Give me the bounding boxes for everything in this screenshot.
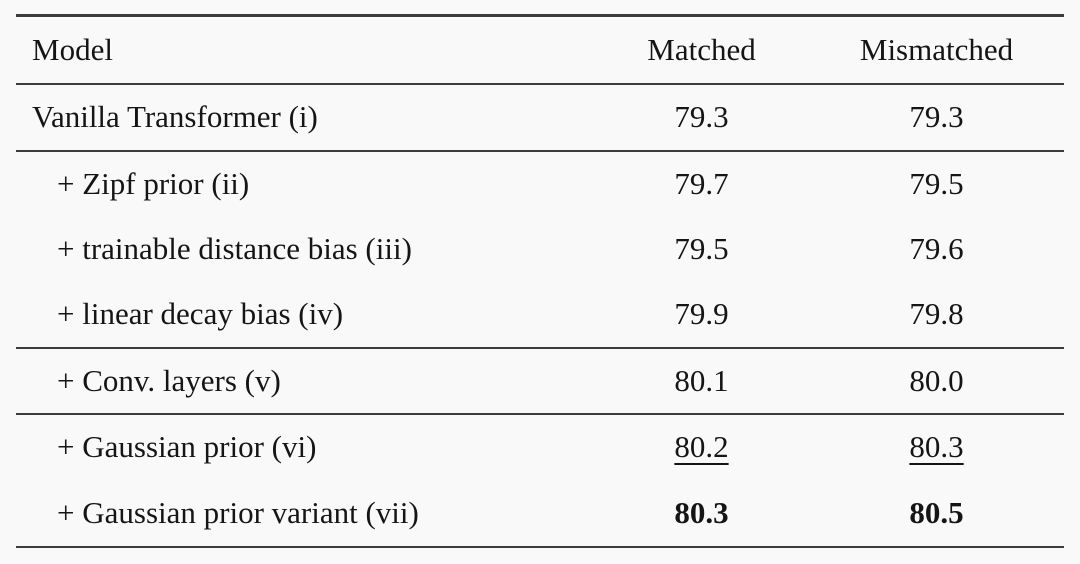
matched-value: 79.7 [674, 166, 729, 201]
mismatched-value: 79.8 [909, 296, 964, 331]
table-row-gaussian-prior-variant: + Gaussian prior variant (vii) 80.3 80.5 [16, 480, 1064, 546]
mismatched-value-underlined: 80.3 [909, 429, 964, 465]
mismatched-value: 80.0 [909, 362, 964, 398]
table-row-gaussian-prior: + Gaussian prior (vi) 80.2 80.3 [16, 415, 1064, 481]
mismatched-value: 79.6 [909, 231, 964, 266]
table-row-zipf-prior: + Zipf prior (ii) 79.7 79.5 [16, 152, 1064, 217]
model-cell: + Gaussian prior variant (vii) [57, 494, 419, 530]
matched-value: 80.1 [674, 362, 729, 398]
header-row: Model Matched Mismatched [16, 17, 1064, 83]
model-cell: + Zipf prior (ii) [57, 166, 250, 201]
model-cell: Vanilla Transformer (i) [32, 99, 318, 134]
mismatched-value: 79.3 [909, 99, 964, 134]
table-row-vanilla-transformer: Vanilla Transformer (i) 79.3 79.3 [16, 85, 1064, 150]
model-cell: + Conv. layers (v) [57, 362, 281, 398]
model-cell: + Gaussian prior (vi) [57, 429, 317, 465]
model-cell: + linear decay bias (iv) [57, 296, 344, 331]
matched-value: 79.5 [674, 231, 729, 266]
table-row-conv-layers: + Conv. layers (v) 80.1 80.0 [16, 349, 1064, 413]
matched-value-underlined: 80.2 [674, 429, 729, 465]
top-rule [16, 14, 1064, 17]
bottom-rule [16, 545, 1064, 548]
mismatched-value-bold: 80.5 [909, 494, 964, 530]
matched-value-bold: 80.3 [674, 494, 729, 530]
group-divider-rule [16, 412, 1064, 415]
table-row-linear-decay-bias: + linear decay bias (iv) 79.9 79.8 [16, 282, 1064, 347]
matched-value: 79.9 [674, 296, 729, 331]
group-divider-rule [16, 346, 1064, 349]
column-header-model: Model [32, 31, 113, 67]
table-row-trainable-distance-bias: + trainable distance bias (iii) 79.5 79.… [16, 217, 1064, 282]
column-header-matched: Matched [647, 31, 756, 67]
model-cell: + trainable distance bias (iii) [57, 231, 412, 266]
mismatched-value: 79.5 [909, 166, 964, 201]
group-divider-rule [16, 149, 1064, 152]
results-table: Model Matched Mismatched Vanilla Transfo… [16, 14, 1064, 548]
column-header-mismatched: Mismatched [859, 31, 1014, 67]
header-divider-rule [16, 82, 1064, 85]
matched-value: 79.3 [674, 99, 729, 134]
